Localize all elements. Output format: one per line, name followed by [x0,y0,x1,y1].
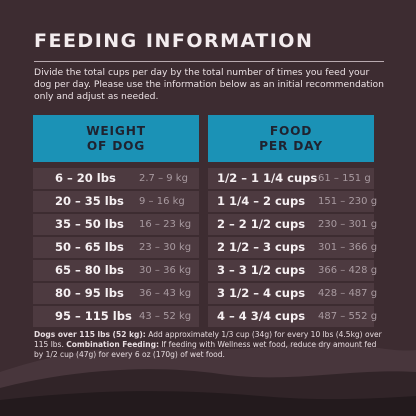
weight-cell: 50 – 65 lbs 23 – 30 kg [33,237,199,258]
footnote-heavy-dogs-text: Add approximately 1/3 cup (34g) for ever… [34,330,382,349]
weight-lbs: 6 – 20 lbs [55,171,116,185]
food-grams: 230 – 301 g [318,219,378,230]
weight-cell: 20 – 35 lbs 9 – 16 kg [33,191,199,212]
weight-kg: 30 – 36 kg [139,265,192,276]
weight-kg: 2.7 – 9 kg [139,173,188,184]
food-cell: 1/2 – 1 1/4 cups 61 – 151 g [208,168,374,189]
food-cell: 3 1/2 – 4 cups 428 – 487 g [208,283,378,304]
food-grams: 366 – 428 g [318,265,378,276]
weight-kg: 9 – 16 kg [139,196,185,207]
food-cell: 3 – 3 1/2 cups 366 – 428 g [208,260,378,281]
weight-cell: 80 – 95 lbs 36 – 43 kg [33,283,199,304]
food-cups: 1/2 – 1 1/4 cups [217,171,318,185]
weight-cell: 6 – 20 lbs 2.7 – 9 kg [33,168,199,189]
food-cell: 1 1/4 – 2 cups 151 – 230 g [208,191,378,212]
footnote-combination-label: Combination Feeding: [66,340,159,349]
weight-lbs: 80 – 95 lbs [55,286,124,300]
food-cups: 4 – 4 3/4 cups [217,309,306,323]
food-cell: 2 – 2 1/2 cups 230 – 301 g [208,214,378,235]
weight-lbs: 95 – 115 lbs [55,309,132,323]
food-cell: 4 – 4 3/4 cups 487 – 552 g [208,306,378,327]
weight-cell: 65 – 80 lbs 30 – 36 kg [33,260,199,281]
food-cups: 2 1/2 – 3 cups [217,240,306,254]
table-row: 65 – 80 lbs 30 – 36 kg 3 – 3 1/2 cups 36… [33,260,383,281]
weight-lbs: 35 – 50 lbs [55,217,124,231]
intro-text: Divide the total cups per day by the tot… [34,67,385,103]
header-food-line1: FOOD [269,123,313,138]
weight-lbs: 20 – 35 lbs [55,194,124,208]
title-divider [34,61,384,62]
feeding-table: 6 – 20 lbs 2.7 – 9 kg 1/2 – 1 1/4 cups 6… [33,168,383,329]
food-grams: 301 – 366 g [318,242,378,253]
header-weight-of-dog: WEIGHT OF DOG [33,115,199,162]
weight-kg: 43 – 52 kg [139,311,192,322]
header-weight-line1: WEIGHT [86,123,146,138]
weight-cell: 35 – 50 lbs 16 – 23 kg [33,214,199,235]
food-cups: 2 – 2 1/2 cups [217,217,306,231]
table-row: 95 – 115 lbs 43 – 52 kg 4 – 4 3/4 cups 4… [33,306,383,327]
food-cups: 3 – 3 1/2 cups [217,263,306,277]
header-weight-line2: OF DOG [86,138,146,153]
table-row: 20 – 35 lbs 9 – 16 kg 1 1/4 – 2 cups 151… [33,191,383,212]
table-row: 50 – 65 lbs 23 – 30 kg 2 1/2 – 3 cups 30… [33,237,383,258]
footnote: Dogs over 115 lbs (52 kg): Add approxima… [34,330,386,360]
page-title: FEEDING INFORMATION [34,30,314,52]
food-grams: 151 – 230 g [318,196,378,207]
table-row: 35 – 50 lbs 16 – 23 kg 2 – 2 1/2 cups 23… [33,214,383,235]
food-cups: 1 1/4 – 2 cups [217,194,306,208]
weight-lbs: 50 – 65 lbs [55,240,124,254]
header-food-per-day: FOOD PER DAY [208,115,374,162]
food-cups: 3 1/2 – 4 cups [217,286,306,300]
weight-lbs: 65 – 80 lbs [55,263,124,277]
weight-kg: 23 – 30 kg [139,242,192,253]
footnote-combination-text: If feeding with Wellness wet food, reduc… [34,340,377,359]
weight-cell: 95 – 115 lbs 43 – 52 kg [33,306,199,327]
weight-kg: 36 – 43 kg [139,288,192,299]
footnote-heavy-dogs-label: Dogs over 115 lbs (52 kg): [34,330,146,339]
table-row: 6 – 20 lbs 2.7 – 9 kg 1/2 – 1 1/4 cups 6… [33,168,383,189]
table-row: 80 – 95 lbs 36 – 43 kg 3 1/2 – 4 cups 42… [33,283,383,304]
food-grams: 61 – 151 g [318,173,371,184]
food-grams: 487 – 552 g [318,311,378,322]
weight-kg: 16 – 23 kg [139,219,192,230]
food-grams: 428 – 487 g [318,288,378,299]
food-cell: 2 1/2 – 3 cups 301 – 366 g [208,237,378,258]
header-food-line2: PER DAY [259,138,323,153]
